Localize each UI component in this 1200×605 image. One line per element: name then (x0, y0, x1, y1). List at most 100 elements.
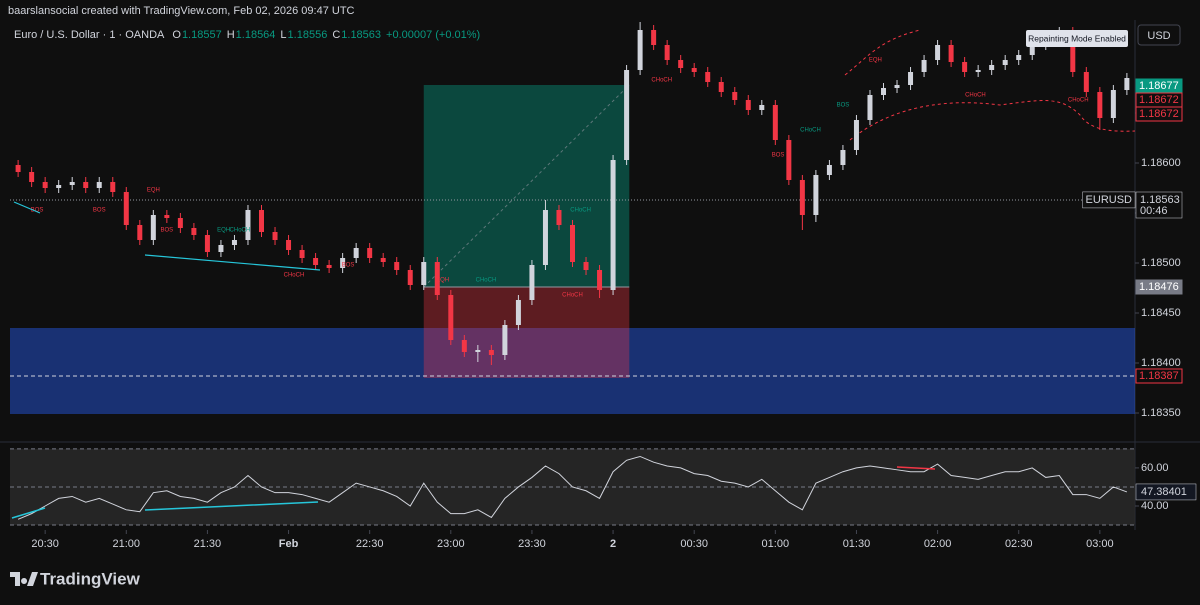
rsi-divergence (11, 501, 319, 519)
ohlc: O 1.18557 H 1.18564 L 1.18556 C 1.18563 +0.00007… (172, 29, 480, 41)
axes: 1.186501.186001.185501.185001.184501.184… (31, 78, 1197, 550)
candle-body (1016, 55, 1022, 60)
candle-body (340, 258, 346, 268)
symbol: Euro / U.S. Dollar · 1 · OANDA (14, 29, 165, 41)
candle-body (624, 70, 630, 160)
current-price: 1.18563 (1140, 194, 1180, 206)
candle-body (299, 250, 305, 258)
candle-body (164, 215, 170, 218)
currency[interactable]: USD (1147, 30, 1170, 42)
annotation: CHoCH (800, 128, 821, 134)
annotation: EQH (869, 58, 882, 64)
x-tick-label: 02:30 (1005, 538, 1033, 550)
candle-body (42, 182, 48, 188)
annotation: EQH (436, 278, 449, 284)
candle-body (150, 215, 156, 240)
annotation: BOS (342, 263, 355, 269)
candle-body (380, 258, 386, 262)
current-symbol-bg (1082, 191, 1136, 209)
badge: Repainting Mode Enabled (1028, 33, 1126, 43)
currency-box[interactable] (1137, 24, 1181, 46)
candle-body (732, 92, 738, 100)
candle-body (853, 120, 859, 150)
candle-body (880, 88, 886, 95)
candle-body (935, 45, 941, 60)
annotation: BOS (93, 208, 106, 214)
annotation: BOS (31, 208, 44, 214)
position-path (423, 84, 630, 288)
candle-body (56, 185, 62, 188)
candle-body (448, 295, 454, 340)
candle-body (110, 182, 116, 192)
candle-body (826, 165, 832, 175)
rsi-value: 47.38401 (1141, 486, 1187, 498)
candle-body (488, 350, 494, 355)
candle-body (475, 350, 481, 352)
annotation: BOS (772, 153, 785, 159)
y-tick-label: 60.00 (1141, 462, 1169, 474)
x-tick-label: 23:30 (518, 538, 546, 550)
price-pane: BOS BOS EQH BOS EQH CHoCH CHoCH BOS EQH CHoCH CHoC… (10, 22, 1135, 414)
annotation: CHoCH (965, 93, 986, 99)
annotation: CHoCH (284, 273, 305, 279)
ohlc-value: 1.18556 (288, 29, 328, 41)
candle-body (515, 300, 521, 325)
candle-body (542, 210, 548, 265)
candle-body (29, 172, 35, 182)
candle-body (867, 95, 873, 120)
y-tick-label: 1.18500 (1141, 257, 1181, 269)
candle-body (597, 270, 603, 290)
rsi-line (17, 455, 1128, 520)
candle-body (664, 45, 670, 60)
candle-body (1097, 92, 1103, 118)
candle-body (123, 192, 129, 225)
candle-body (15, 165, 21, 172)
badge-bg (1026, 30, 1128, 47)
candle-body (204, 235, 210, 252)
annotation: CHoCH (651, 78, 672, 84)
credit: baarslansocial created with TradingView.… (8, 5, 355, 17)
x-tick-label: 21:00 (113, 538, 141, 550)
candle-body (583, 262, 589, 270)
ohlc-label: C (332, 29, 340, 41)
y-tick-label: 1.18450 (1141, 307, 1181, 319)
price-label-bg (1135, 368, 1183, 384)
candle-body (691, 68, 697, 72)
trend-line (13, 201, 321, 271)
candle-body (921, 60, 927, 72)
x-tick-label: 20:30 (31, 538, 59, 550)
candle-body (840, 150, 846, 165)
candle-body (772, 105, 778, 140)
ohlc-value: 1.18564 (236, 29, 276, 41)
ohlc-value: 1.18557 (182, 29, 222, 41)
rsi-value-bg (1135, 483, 1197, 501)
candle-body (191, 228, 197, 235)
candle-body (218, 245, 224, 252)
candle-body (1002, 60, 1008, 65)
candle-body (177, 218, 183, 228)
current-bg (1135, 191, 1183, 219)
candle-body (1029, 45, 1035, 55)
price-label: 1.18677 (1139, 80, 1179, 92)
candle-body (96, 182, 102, 188)
candle-body (326, 265, 332, 268)
candle-body (502, 325, 508, 355)
x-tick-label: 02:00 (924, 538, 952, 550)
y-tick-label: 1.18400 (1141, 357, 1181, 369)
candle-body (272, 232, 278, 240)
candle-body (407, 270, 413, 285)
candle-body (637, 30, 643, 70)
ohlc-label: H (227, 29, 235, 41)
annotation: EQH (217, 228, 230, 234)
y-tick-label: 40.00 (1141, 500, 1169, 512)
candle-body (313, 258, 319, 265)
annotation: EQH (147, 188, 160, 194)
candle-body (286, 240, 292, 250)
candle-body (894, 85, 900, 88)
demand-zone (10, 328, 1135, 414)
annotation: BOS (837, 103, 850, 109)
candle-body (962, 62, 968, 72)
candle-body (705, 72, 711, 82)
position-stop (423, 287, 630, 378)
